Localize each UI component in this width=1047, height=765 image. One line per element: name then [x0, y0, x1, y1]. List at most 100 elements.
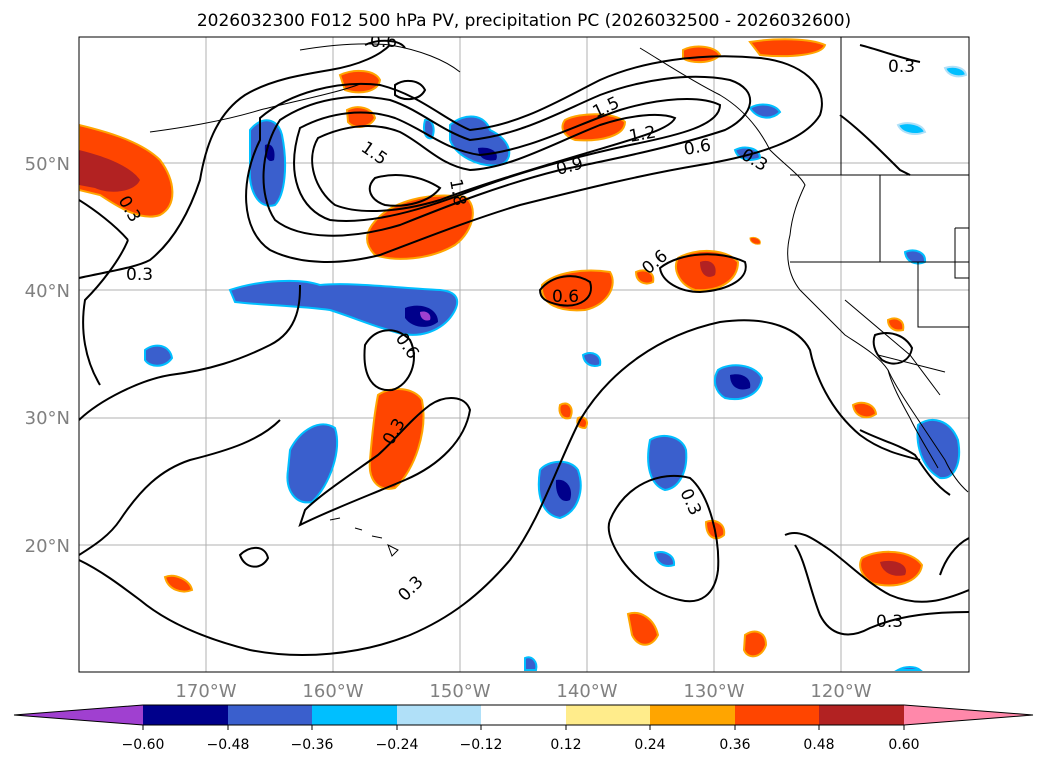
precip-positive-area: [886, 317, 905, 332]
precip-negative-area: [286, 423, 339, 504]
pv-contour-0.3: [839, 114, 911, 176]
colorbar-ticks: [142, 725, 905, 730]
precip-positive-area: [749, 237, 761, 245]
precip-negative-area: [748, 103, 782, 119]
pv-contour-1.5: [311, 113, 677, 212]
precip-positive-core: [79, 150, 140, 192]
precip-positive-area: [634, 269, 655, 285]
pv-contour-0.3: [794, 544, 969, 636]
precip-positive-area: [163, 574, 194, 593]
colorbar-tick-label: −0.48: [207, 737, 250, 753]
lon-label: 140°W: [556, 681, 617, 702]
precip-positive-area: [366, 194, 474, 260]
pv-contour-0.6: [658, 253, 747, 294]
precip-negative-area: [581, 352, 602, 367]
colorbar-tick-label: −0.36: [291, 737, 334, 753]
colorbar-tick-labels: −0.60 −0.48 −0.36 −0.24 −0.12 0.12 0.24 …: [122, 737, 920, 753]
precip-positive-area: [742, 630, 768, 658]
colorbar-swatch: [143, 705, 228, 725]
colorbar-tick-label: 0.36: [719, 737, 750, 753]
precip-negative-area: [248, 119, 287, 207]
pv-contour-0.3: [859, 44, 921, 63]
contour-label: 0.6: [370, 32, 397, 52]
contour-label: 0.3: [876, 612, 903, 632]
colorbar-swatch: [397, 705, 481, 725]
colorbar-swatch: [650, 705, 735, 725]
border-state: [954, 227, 969, 279]
colorbar-swatch: [566, 705, 650, 725]
contour-label: 0.6: [552, 287, 579, 307]
colorbar-extend-min: [14, 705, 143, 725]
pv-contours: [79, 39, 969, 656]
precip-negative-area: [894, 666, 923, 671]
colorbar-tick-label: 0.24: [634, 737, 665, 753]
colorbar-tick-label: 0.12: [550, 737, 581, 753]
colorbar-swatch: [735, 705, 819, 725]
coastline-hawaii: [329, 517, 399, 557]
precip-positive-area: [558, 402, 573, 420]
colorbar: −0.60 −0.48 −0.36 −0.24 −0.12 0.12 0.24 …: [13, 704, 1034, 753]
coastline-aleutians: [149, 83, 361, 133]
border-state: [917, 262, 969, 328]
pv-contour-0.3: [607, 474, 720, 603]
lon-label: 170°W: [175, 681, 236, 702]
precip-negative-area: [653, 551, 676, 567]
longitude-labels: 170°W 160°W 150°W 140°W 130°W 120°W: [175, 681, 871, 702]
pv-contour-ring: [394, 79, 427, 101]
pv-contour-0.9: [262, 75, 751, 237]
pv-contour-0.6: [363, 329, 415, 392]
contour-label: 0.3: [888, 57, 915, 77]
contour-label: 1.2: [627, 123, 657, 147]
lon-label: 120°W: [810, 681, 871, 702]
colorbar-swatch: [228, 705, 312, 725]
map-border: [78, 36, 970, 673]
coastlines: [149, 37, 969, 557]
pv-contour-0.3: [784, 531, 969, 603]
lat-label: 40°N: [25, 281, 70, 302]
precip-negative-extreme: [420, 311, 431, 321]
contour-label: 0.6: [682, 136, 712, 160]
latitude-labels: 50°N 40°N 30°N 20°N: [25, 154, 70, 557]
pv-contour-0.3: [298, 397, 472, 527]
pv-contour-0.3: [859, 429, 951, 496]
colorbar-tick-label: 0.60: [888, 737, 919, 753]
pv-contour-0.3: [79, 319, 921, 656]
lon-label: 150°W: [429, 681, 490, 702]
lat-label: 50°N: [25, 154, 70, 175]
lon-label: 130°W: [683, 681, 744, 702]
precip-negative-area: [144, 344, 174, 367]
precip-negative-core: [730, 374, 751, 390]
precip-positive-core: [700, 260, 716, 277]
precip-positive-area: [851, 401, 878, 419]
coastline-baja: [887, 369, 939, 469]
pv-contour-0.3: [79, 199, 129, 241]
figure-title: 2026032300 F012 500 hPa PV, precipitatio…: [197, 11, 851, 31]
precip-positive-area: [682, 45, 722, 64]
lat-label: 30°N: [25, 408, 70, 429]
precip-positive-area: [540, 269, 614, 312]
pv-contour-0.3: [79, 284, 301, 421]
pv-contour-ring: [238, 546, 270, 568]
border-us-mexico: [877, 354, 946, 373]
colorbar-swatch: [312, 705, 397, 725]
colorbar-swatch: [819, 705, 904, 725]
lon-label: 160°W: [302, 681, 363, 702]
pv-contour-0.3: [939, 537, 969, 576]
colorbar-swatch: [481, 705, 566, 725]
precip-positive-core: [880, 560, 906, 576]
pv-contour-0.3: [79, 44, 391, 279]
colorbar-tick-label: −0.60: [122, 737, 165, 753]
pv-contour-0.3: [82, 239, 129, 386]
precip-positive-area: [748, 38, 827, 58]
colorbar-tick-label: −0.24: [376, 737, 419, 753]
coastline-north-america: [639, 47, 969, 493]
pv-contour-0.6: [245, 55, 823, 263]
lat-label: 20°N: [25, 536, 70, 557]
contour-label: 0.3: [126, 265, 153, 285]
precip-negative-area: [228, 279, 459, 336]
precip-negative-area: [943, 65, 968, 78]
pv-contour-ring: [872, 332, 914, 365]
precip-negative-area: [896, 122, 927, 135]
map-area: [79, 37, 969, 672]
